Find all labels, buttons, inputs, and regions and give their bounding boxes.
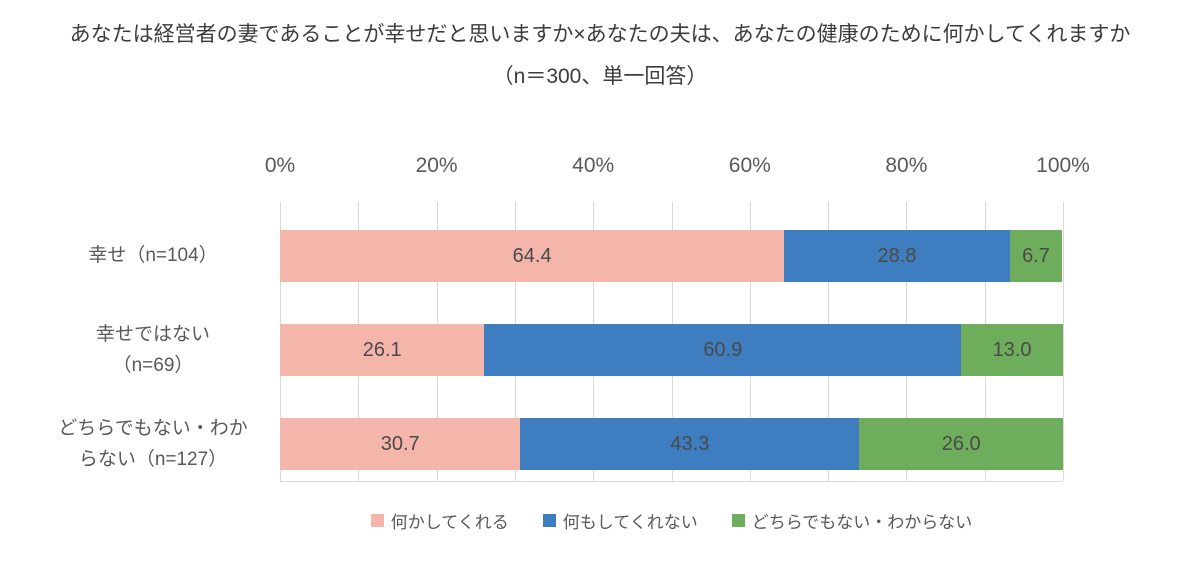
bar-track: 26.1 60.9 13.0 bbox=[280, 324, 1063, 376]
x-axis: 0% 20% 40% 60% 80% 100% bbox=[265, 154, 1090, 202]
bar-segment-series-1: 30.7 bbox=[280, 418, 521, 470]
legend-swatch bbox=[370, 514, 384, 527]
legend-label: どちらでもない・わからない bbox=[751, 513, 973, 532]
x-axis-tick: 80% bbox=[885, 154, 928, 177]
bar-row: 幸せ（n=104） 64.4 28.8 6.7 bbox=[40, 230, 1063, 282]
value-label: 26.1 bbox=[362, 338, 402, 361]
bar-segment-series-3: 26.0 bbox=[859, 418, 1063, 470]
bar-segment-series-2: 43.3 bbox=[520, 418, 860, 470]
x-axis-tick: 100% bbox=[1036, 154, 1090, 177]
chart-subtitle: （n＝300、単一回答） bbox=[492, 65, 708, 88]
legend-label: 何かしてくれる bbox=[390, 513, 509, 532]
category-label: 幸せではない （n=69） bbox=[95, 323, 210, 376]
x-axis-tick: 60% bbox=[728, 154, 771, 177]
plot-area: 幸せ（n=104） 64.4 28.8 6.7 幸せではない （n=69） 26.1 60.… bbox=[40, 202, 1064, 482]
legend: 何かしてくれる 何もしてくれない どちらでもない・わからない bbox=[280, 508, 1063, 533]
chart-title: あなたは経営者の妻であることが幸せだと思いますか×あなたの夫は、あなたの健康のた… bbox=[69, 23, 1131, 46]
bar-segment-series-1: 64.4 bbox=[280, 230, 785, 282]
bar-row: どちらでもない・わか らない（n=127） 30.7 43.3 26.0 bbox=[40, 418, 1063, 470]
value-label: 30.7 bbox=[380, 432, 420, 455]
legend-label: 何もしてくれない bbox=[562, 513, 698, 532]
category-label: どちらでもない・わか らない（n=127） bbox=[58, 417, 248, 470]
x-axis-tick: 20% bbox=[415, 154, 458, 177]
legend-swatch bbox=[731, 514, 745, 527]
bar-track: 30.7 43.3 26.0 bbox=[280, 418, 1063, 470]
title-block: あなたは経営者の妻であることが幸せだと思いますか×あなたの夫は、あなたの健康のた… bbox=[0, 0, 1200, 98]
legend-swatch bbox=[542, 514, 556, 527]
legend-item: 何かしてくれる bbox=[370, 508, 509, 533]
stacked-bar-chart: 0% 20% 40% 60% 80% 100% 幸せ（n=104） 64.4 28.8 6.7 幸… bbox=[40, 154, 1090, 482]
bar-track: 64.4 28.8 6.7 bbox=[280, 230, 1063, 282]
value-label: 60.9 bbox=[703, 338, 743, 361]
bar-segment-series-3: 6.7 bbox=[1009, 230, 1063, 282]
x-axis-tick: 0% bbox=[264, 154, 296, 177]
legend-item: どちらでもない・わからない bbox=[731, 508, 973, 533]
legend-item: 何もしてくれない bbox=[542, 508, 698, 533]
value-label: 64.4 bbox=[512, 244, 552, 267]
category-label: 幸せ（n=104） bbox=[88, 245, 218, 267]
x-axis-tick: 40% bbox=[572, 154, 615, 177]
bar-row: 幸せではない （n=69） 26.1 60.9 13.0 bbox=[40, 324, 1063, 376]
value-label: 13.0 bbox=[992, 338, 1032, 361]
value-label: 26.0 bbox=[941, 432, 981, 455]
bar-segment-series-2: 28.8 bbox=[784, 230, 1010, 282]
value-label: 6.7 bbox=[1022, 244, 1050, 267]
bar-segment-series-3: 13.0 bbox=[961, 324, 1063, 376]
bar-rows: 幸せ（n=104） 64.4 28.8 6.7 幸せではない （n=69） 26.1 60.… bbox=[40, 202, 1063, 482]
value-label: 28.8 bbox=[877, 244, 917, 267]
gridline bbox=[1063, 202, 1064, 481]
bar-segment-series-1: 26.1 bbox=[280, 324, 485, 376]
bar-segment-series-2: 60.9 bbox=[484, 324, 962, 376]
value-label: 43.3 bbox=[670, 432, 710, 455]
